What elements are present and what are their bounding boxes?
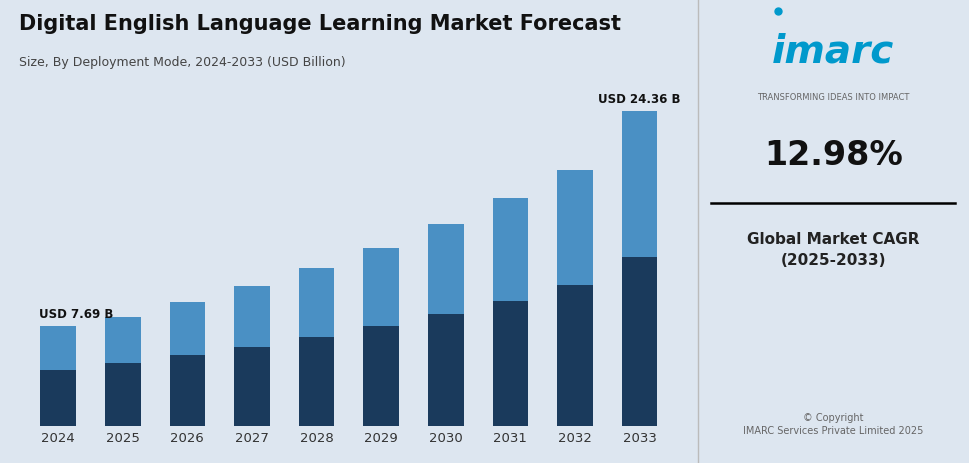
- Bar: [105, 317, 141, 363]
- Bar: [557, 170, 593, 285]
- Bar: [363, 248, 399, 327]
- Bar: [298, 338, 334, 426]
- Bar: [557, 285, 593, 426]
- Bar: [170, 355, 205, 426]
- Legend: On-premises, Cloud-based: On-premises, Cloud-based: [228, 462, 470, 463]
- Bar: [41, 370, 76, 426]
- Bar: [428, 314, 463, 426]
- Bar: [622, 257, 657, 426]
- Bar: [298, 269, 334, 338]
- Text: Digital English Language Learning Market Forecast: Digital English Language Learning Market…: [19, 14, 621, 34]
- Bar: [105, 363, 141, 426]
- Bar: [170, 302, 205, 355]
- Text: USD 7.69 B: USD 7.69 B: [39, 307, 113, 320]
- Bar: [363, 327, 399, 426]
- Text: USD 24.36 B: USD 24.36 B: [598, 92, 681, 105]
- Text: Global Market CAGR
(2025-2033): Global Market CAGR (2025-2033): [747, 232, 920, 268]
- Text: TRANSFORMING IDEAS INTO IMPACT: TRANSFORMING IDEAS INTO IMPACT: [757, 93, 910, 101]
- Bar: [234, 287, 269, 347]
- Bar: [428, 225, 463, 314]
- Bar: [492, 301, 528, 426]
- Bar: [622, 112, 657, 257]
- Bar: [41, 327, 76, 370]
- Bar: [234, 347, 269, 426]
- Text: 12.98%: 12.98%: [764, 139, 903, 172]
- Text: imarc: imarc: [772, 32, 894, 70]
- Bar: [492, 199, 528, 301]
- Text: © Copyright
IMARC Services Private Limited 2025: © Copyright IMARC Services Private Limit…: [743, 412, 923, 435]
- Text: Size, By Deployment Mode, 2024-2033 (USD Billion): Size, By Deployment Mode, 2024-2033 (USD…: [19, 56, 346, 69]
